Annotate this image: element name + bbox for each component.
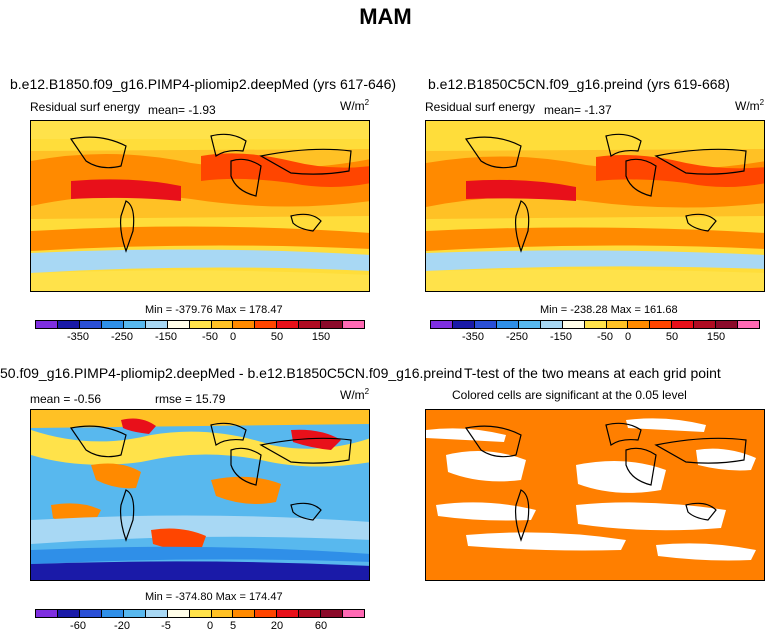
tick: -350 — [66, 331, 90, 343]
panel1-colorbar-ticks: -350 -250 -150 -50 0 50 150 — [35, 331, 365, 345]
panel1-title: b.e12.B1850.f09_g16.PIMP4-pliomip2.deepM… — [10, 76, 397, 92]
tick: 50 — [270, 331, 284, 343]
panel3-mean: mean = -0.56 — [30, 392, 102, 406]
tick: 60 — [314, 620, 328, 632]
panel1-subtitle: Residual surf energy — [30, 100, 141, 114]
panel3-units: W/m2 — [340, 387, 370, 402]
panel3-colorbar-ticks: -60 -20 -5 0 5 20 60 — [35, 620, 365, 634]
tick: 5 — [229, 620, 237, 632]
panel2-colorbar-ticks: -350 -250 -150 -50 0 50 150 — [430, 331, 760, 345]
tick: 150 — [311, 331, 331, 343]
panel4-subtitle: Colored cells are significant at the 0.0… — [452, 388, 687, 402]
panel2-colorbar — [430, 320, 760, 329]
tick: 150 — [706, 331, 726, 343]
panel4-map — [425, 409, 765, 581]
panel1-units: W/m2 — [340, 98, 370, 113]
panel3-colorbar — [35, 609, 365, 618]
panel3-title: 50.f09_g16.PIMP4-pliomip2.deepMed - b.e1… — [0, 365, 463, 381]
panel1-map — [30, 120, 370, 292]
panel1-colorbar — [35, 320, 365, 329]
tick: -20 — [114, 620, 130, 632]
tick: 0 — [229, 331, 237, 343]
tick: -150 — [549, 331, 573, 343]
tick: -60 — [70, 620, 86, 632]
tick: -150 — [154, 331, 178, 343]
panel4-map-svg — [426, 410, 764, 580]
panel2-minmax: Min = -238.28 Max = 161.68 — [540, 304, 678, 316]
panel2-subtitle: Residual surf energy — [425, 100, 536, 114]
tick: -50 — [597, 331, 613, 343]
panel4-title: T-test of the two means at each grid poi… — [464, 365, 721, 381]
panel3-map-svg — [31, 410, 369, 580]
panel3-rmse: rmse = 15.79 — [155, 392, 226, 406]
panel2-title: b.e12.B1850C5CN.f09_g16.preind (yrs 619-… — [428, 76, 730, 92]
tick: -50 — [202, 331, 218, 343]
panel3-minmax: Min = -374.80 Max = 174.47 — [145, 591, 283, 603]
tick: 0 — [206, 620, 214, 632]
panel2-map-svg — [426, 121, 764, 291]
panel1-minmax: Min = -379.76 Max = 178.47 — [145, 304, 283, 316]
panel2-map — [425, 120, 765, 292]
panel3-map — [30, 409, 370, 581]
panel1-mean: mean= -1.93 — [148, 103, 216, 117]
tick: -250 — [505, 331, 529, 343]
tick: 0 — [624, 331, 632, 343]
tick: 50 — [665, 331, 679, 343]
tick: -5 — [161, 620, 171, 632]
page-title: MAM — [359, 4, 412, 29]
tick: 20 — [270, 620, 284, 632]
tick: -350 — [461, 331, 485, 343]
panel2-mean: mean= -1.37 — [544, 103, 612, 117]
panel1-map-svg — [31, 121, 369, 291]
tick: -250 — [110, 331, 134, 343]
panel2-units: W/m2 — [735, 98, 765, 113]
